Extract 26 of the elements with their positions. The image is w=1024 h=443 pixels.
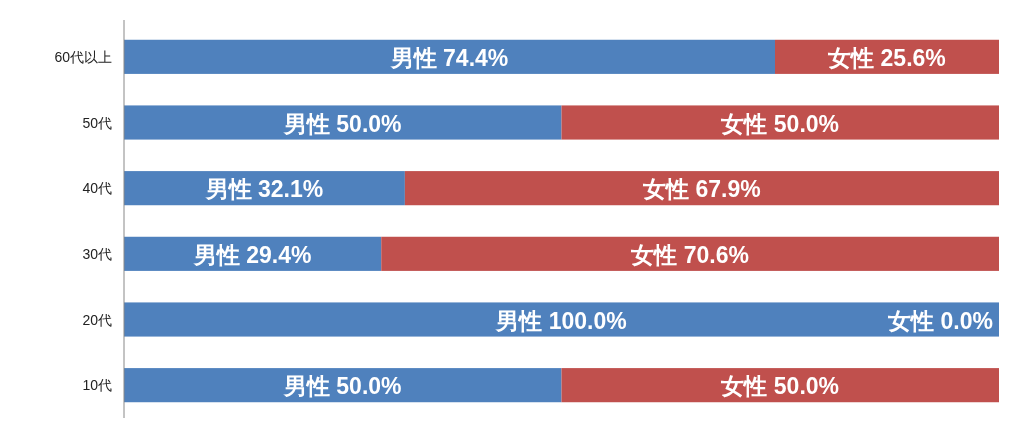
- y-tick-label: 20代: [82, 311, 112, 328]
- y-tick-label: 60代以上: [54, 48, 112, 65]
- data-label: 男性 50.0%: [282, 110, 402, 137]
- data-label: 女性 50.0%: [720, 110, 840, 137]
- data-label: 男性 32.1%: [204, 176, 324, 203]
- bar: [561, 105, 999, 140]
- bar: [561, 368, 999, 403]
- data-label: 女性 0.0%: [887, 307, 993, 334]
- data-label: 男性 29.4%: [192, 241, 312, 268]
- data-label: 女性 25.6%: [827, 44, 946, 71]
- data-label: 男性 50.0%: [282, 373, 402, 400]
- bar: [404, 171, 999, 206]
- data-label: 男性 74.4%: [389, 44, 509, 71]
- y-tick-label: 40代: [82, 180, 112, 197]
- data-label: 男性 100.0%: [495, 307, 627, 334]
- bar: [381, 236, 999, 271]
- data-label: 女性 70.6%: [630, 241, 749, 268]
- y-tick-label: 10代: [82, 377, 112, 394]
- data-label: 女性 50.0%: [720, 373, 840, 400]
- y-tick-label: 50代: [82, 114, 112, 131]
- bar: [124, 105, 562, 140]
- bar: [124, 302, 999, 337]
- bar: [124, 368, 562, 403]
- bar: [124, 39, 775, 74]
- data-label: 女性 67.9%: [642, 176, 761, 203]
- y-tick-label: 30代: [82, 245, 112, 262]
